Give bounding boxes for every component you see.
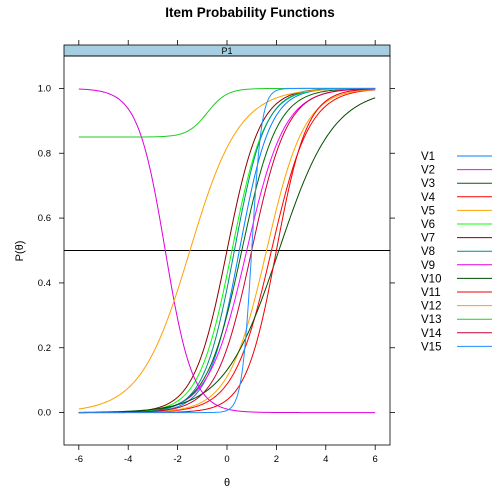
chart-title: Item Probability Functions (165, 5, 335, 20)
y-tick-label: 1.0 (38, 83, 51, 94)
series-line-v15 (78, 87, 376, 414)
series-line-v9 (78, 88, 376, 414)
legend-label-v4: V4 (421, 192, 436, 204)
legend-label-v9: V9 (421, 260, 435, 272)
axis-ticks: -6 -4 -2 0 2 4 6 0.0 0.2 0.4 0.6 0.8 1.0 (38, 40, 395, 465)
curves (78, 87, 376, 414)
legend-label-v5: V5 (421, 205, 435, 217)
x-tick-label: 6 (373, 454, 378, 465)
series-line-v10 (78, 97, 376, 413)
legend-label-v15: V15 (421, 341, 441, 353)
legend-label-v13: V13 (421, 314, 441, 326)
x-tick-label: 0 (224, 454, 229, 465)
legend-label-v8: V8 (421, 246, 435, 258)
legend-label-v3: V3 (421, 178, 435, 190)
legend-label-v2: V2 (421, 165, 435, 177)
x-tick-label: 4 (323, 454, 328, 465)
panel-label: P1 (221, 46, 232, 56)
x-tick-label: -2 (173, 454, 181, 465)
x-axis-label: θ (224, 477, 230, 489)
y-tick-label: 0.2 (38, 343, 51, 354)
x-tick-label: -6 (75, 454, 83, 465)
legend-label-v12: V12 (421, 301, 441, 313)
y-tick-label: 0.0 (38, 408, 51, 419)
series-line-v12 (78, 88, 376, 410)
legend-label-v6: V6 (421, 219, 435, 231)
y-tick-label: 0.4 (38, 278, 51, 289)
legend-label-v11: V11 (421, 287, 441, 299)
y-tick-label: 0.8 (38, 148, 51, 159)
y-axis-label: P(θ) (14, 241, 26, 262)
legend-label-v1: V1 (421, 151, 435, 163)
y-tick-label: 0.6 (38, 213, 51, 224)
series-line-v13 (78, 87, 376, 138)
legend-label-v7: V7 (421, 233, 435, 245)
x-tick-label: 2 (274, 454, 279, 465)
x-tick-label: -4 (124, 454, 132, 465)
legend-label-v14: V14 (421, 328, 442, 340)
legend-label-v10: V10 (421, 273, 441, 285)
